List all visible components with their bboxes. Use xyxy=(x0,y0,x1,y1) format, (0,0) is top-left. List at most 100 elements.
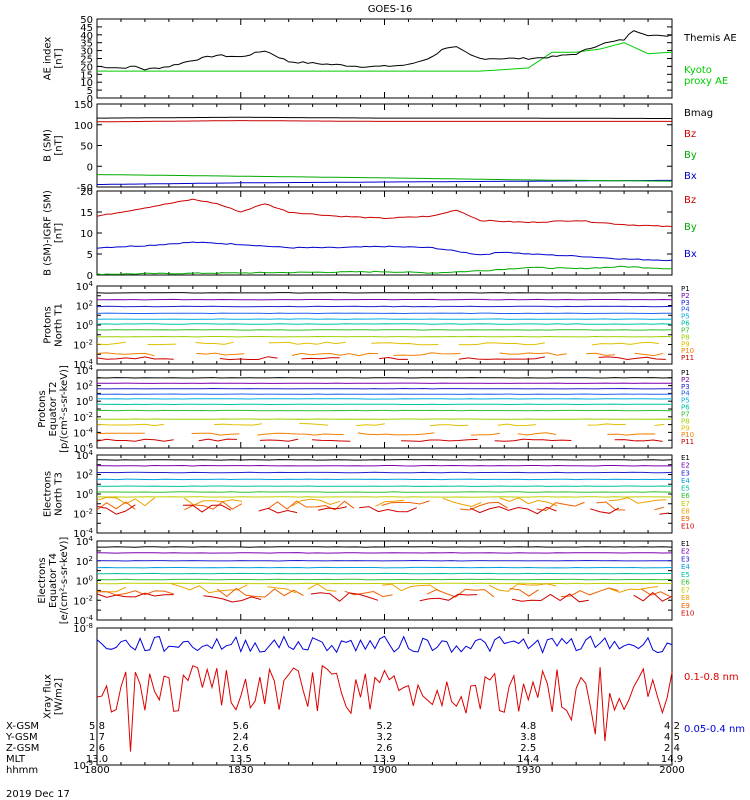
channel-label-e6: E6 xyxy=(681,492,690,500)
channel-line-p9 xyxy=(591,341,659,346)
channel-line-e8 xyxy=(382,583,440,592)
channel-label-e1: E1 xyxy=(681,540,690,548)
channel-line-p9 xyxy=(299,423,329,426)
channel-line-e4 xyxy=(96,566,673,569)
channel-line-p9 xyxy=(458,342,545,346)
channel-line-p11 xyxy=(598,356,666,361)
channel-line-p11 xyxy=(96,356,174,360)
channel-line-p10 xyxy=(634,352,664,357)
legend-entry: Bz xyxy=(684,195,696,206)
y-tick-label: 0 xyxy=(87,94,93,105)
series-line-kyoto xyxy=(97,42,673,72)
time-axis-row-label: hhmm xyxy=(6,765,38,776)
channel-line-e10 xyxy=(182,504,232,513)
y-tick-label: 104 xyxy=(76,364,94,377)
channel-line-p11 xyxy=(96,438,174,442)
channel-line-p10 xyxy=(191,432,240,436)
channel-label-e8: E8 xyxy=(681,594,690,602)
series-line-bx xyxy=(97,179,672,185)
channel-label-e9: E9 xyxy=(681,602,690,610)
panel-2: B (SM) [nT] -50 0 50 100 150 Bmag Bz By Bx xyxy=(43,100,714,194)
y-tick-label: 0 xyxy=(87,162,93,173)
time-axis-row-label: X-GSM xyxy=(6,721,39,732)
channel-line-p9 xyxy=(429,424,469,427)
channel-line-e8 xyxy=(291,498,340,507)
channel-line-e10 xyxy=(317,506,348,511)
legend-entry: Bmag xyxy=(684,108,713,119)
series-line-themis-ae xyxy=(96,30,673,71)
channel-label-p5: P5 xyxy=(681,397,690,405)
channel-line-e7 xyxy=(96,496,673,498)
y-axis-label: North T3 xyxy=(54,472,65,516)
channel-line-e10 xyxy=(203,595,262,603)
y-tick-label: 100 xyxy=(74,121,93,132)
y-tick-label: 10 xyxy=(80,78,93,89)
figure-title: GOES-16 xyxy=(368,4,413,15)
y-tick-label: 40 xyxy=(80,31,93,42)
y-tick-label: 50 xyxy=(80,142,93,153)
series-line-by xyxy=(96,265,672,276)
channel-label-p11: P11 xyxy=(681,354,694,362)
channel-line-e10 xyxy=(633,591,673,602)
time-axis-table: X-GSM 5.8 5.6 5.2 4.8 4.2 Y-GSM 1.7 2.4 3.2 3.8 4.5… xyxy=(5,721,685,776)
time-axis-row-label: Z-GSM xyxy=(6,743,39,754)
y-axis-label: Electrons xyxy=(37,557,48,603)
time-axis-value: 5.2 xyxy=(377,721,393,732)
channel-line-p10 xyxy=(607,433,656,436)
channel-line-p10 xyxy=(517,432,557,436)
y-tick-label: 104 xyxy=(76,449,94,462)
y-axis-label: Protons xyxy=(43,306,54,343)
channel-line-e10 xyxy=(511,593,589,603)
channel-line-e8 xyxy=(375,499,405,507)
panel-frame xyxy=(96,18,673,99)
y-tick-label: 100 xyxy=(76,488,93,501)
channel-line-e1 xyxy=(96,459,673,461)
channel-line-e9 xyxy=(459,501,509,511)
channel-line-p6 xyxy=(96,323,673,325)
channel-line-p9 xyxy=(268,341,346,345)
channel-label-p3: P3 xyxy=(681,299,690,307)
channel-line-e6 xyxy=(97,491,673,493)
panel-frame xyxy=(96,369,673,449)
xray-line-short xyxy=(96,635,673,655)
time-axis-value: 13.0 xyxy=(86,754,108,765)
time-axis-value: 13.9 xyxy=(373,754,395,765)
channel-line-e8 xyxy=(96,496,155,507)
series-line-bz xyxy=(97,120,672,123)
y-tick-label: 104 xyxy=(76,535,94,548)
channel-line-p9 xyxy=(371,342,439,346)
y-tick-label: 45 xyxy=(80,23,93,34)
time-axis-value: 4.5 xyxy=(664,732,680,743)
channel-line-e9 xyxy=(267,500,355,511)
legend-entry: Bx xyxy=(684,171,697,182)
channel-line-e9 xyxy=(96,590,174,596)
y-tick-label: 35 xyxy=(80,39,93,50)
channel-label-p2: P2 xyxy=(681,376,690,384)
channel-label-p2: P2 xyxy=(681,292,690,300)
channel-label-p11: P11 xyxy=(681,438,694,446)
legend-entry: Kyoto proxy AE xyxy=(684,65,728,87)
y-axis-label: Electrons xyxy=(43,471,54,517)
legend-entry-long: 0.1-0.8 nm xyxy=(684,672,739,683)
channel-line-e7 xyxy=(96,582,673,585)
channel-line-p10 xyxy=(196,352,245,356)
channel-line-e8 xyxy=(499,497,558,507)
channel-line-p7 xyxy=(96,329,673,331)
panel-frame xyxy=(96,103,673,188)
y-tick-label: 102 xyxy=(76,300,93,313)
channel-line-p11 xyxy=(198,438,238,442)
series-line-by xyxy=(97,174,673,182)
channel-line-p2 xyxy=(97,298,673,301)
legend-entry: Bx xyxy=(684,249,697,260)
channel-line-p11 xyxy=(311,439,351,442)
y-tick-label: 0 xyxy=(87,271,93,282)
channel-line-e10 xyxy=(258,507,298,514)
channel-label-e9: E9 xyxy=(681,515,690,523)
legend-entry-short: 0.05-0.4 nm xyxy=(684,724,745,735)
channel-label-e4: E4 xyxy=(681,563,690,571)
channel-label-p3: P3 xyxy=(681,383,690,391)
channel-line-e10 xyxy=(96,504,136,515)
channel-line-p11 xyxy=(614,439,663,442)
channel-label-e7: E7 xyxy=(681,586,690,594)
